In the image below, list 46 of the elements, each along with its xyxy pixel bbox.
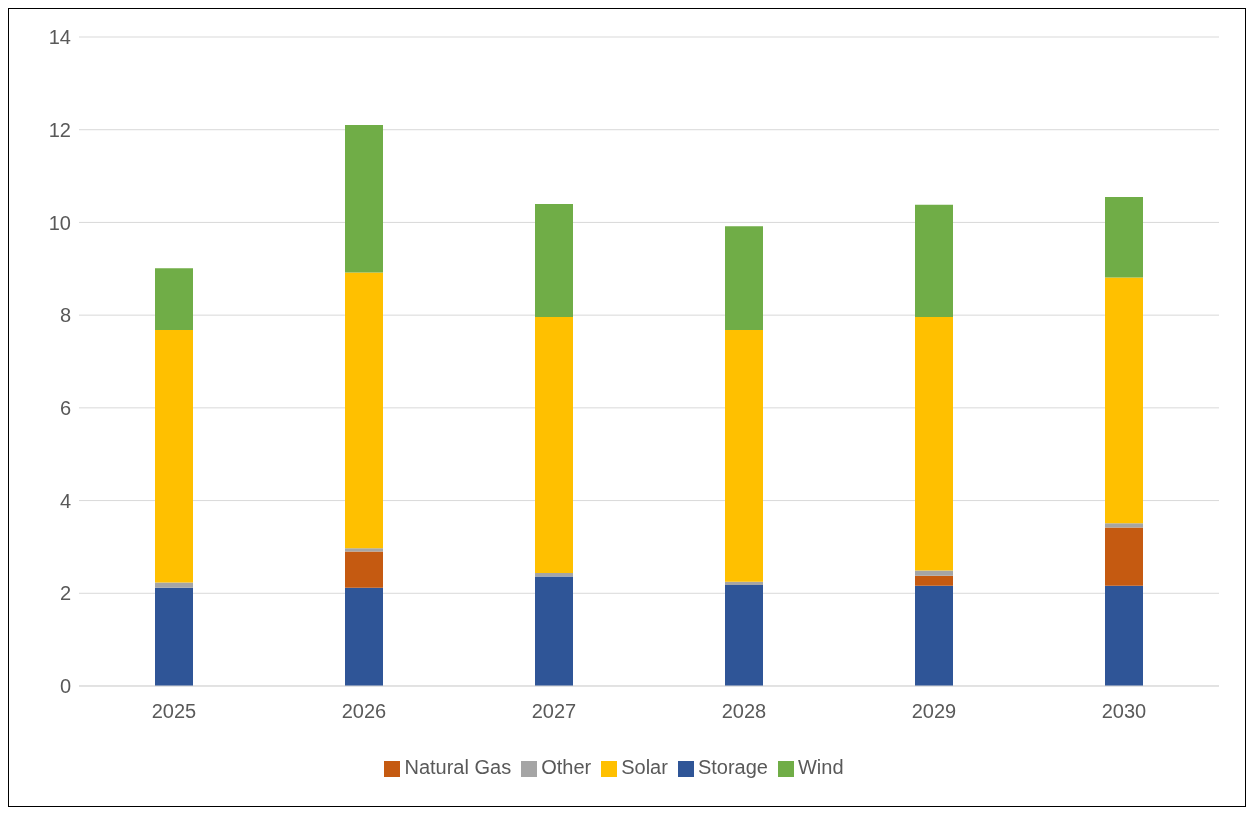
x-tick-label: 2030 (1101, 700, 1147, 723)
bar (915, 570, 953, 576)
y-tick-label: 10 (48, 211, 71, 234)
bar (725, 329, 763, 582)
bar (1105, 196, 1143, 278)
bar (725, 226, 763, 330)
bar (345, 125, 383, 273)
bar (535, 576, 573, 686)
x-tick-label: 2028 (721, 700, 767, 723)
bar (725, 584, 763, 686)
bar (535, 317, 573, 573)
y-tick-label: 6 (59, 396, 71, 419)
bar (725, 581, 763, 585)
x-tick-label: 2026 (341, 700, 387, 723)
bar (345, 587, 383, 686)
x-tick-label: 2029 (911, 700, 957, 723)
bar (535, 572, 573, 577)
bar (345, 548, 383, 552)
bar (345, 551, 383, 588)
legend-label: Natural Gas (404, 756, 512, 778)
y-tick-label: 8 (59, 304, 71, 327)
bar (155, 268, 193, 330)
bar (915, 317, 953, 571)
y-tick-label: 14 (48, 26, 71, 49)
y-tick-label: 12 (48, 118, 71, 141)
legend-label: Wind (797, 756, 844, 778)
y-tick-label: 4 (59, 489, 71, 512)
bar (1105, 527, 1143, 586)
bar (155, 329, 193, 583)
y-tick-label: 2 (59, 582, 71, 605)
bar (1105, 277, 1143, 524)
x-tick-label: 2027 (531, 700, 577, 723)
bar (915, 575, 953, 586)
y-tick-label: 0 (59, 675, 71, 698)
x-tick-label: 2025 (151, 700, 197, 723)
bar (1105, 523, 1143, 528)
bar (345, 272, 383, 549)
bar (915, 585, 953, 686)
legend-label: Storage (697, 756, 768, 778)
bar (155, 587, 193, 686)
bar (155, 582, 193, 588)
bar (915, 204, 953, 317)
legend-label: Solar (621, 756, 668, 778)
bar (535, 203, 573, 317)
bar (1105, 585, 1143, 686)
legend-label: Other (541, 756, 592, 778)
